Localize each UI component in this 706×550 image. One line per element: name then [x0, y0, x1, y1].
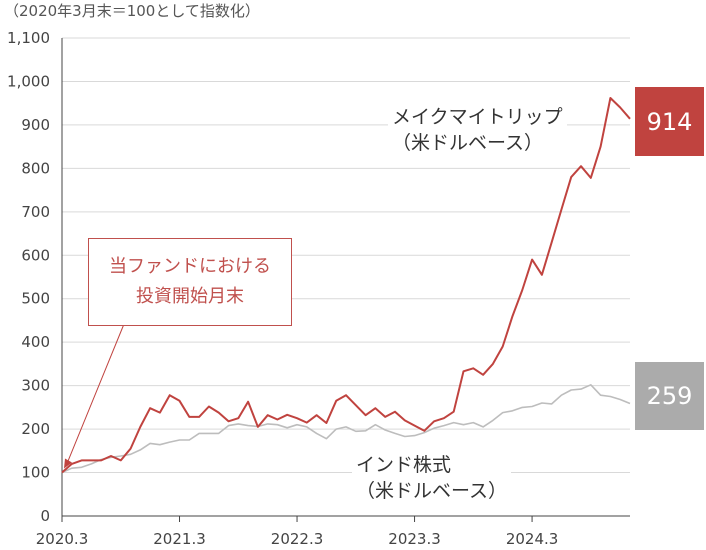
index-end-value-badge: 259 — [635, 362, 704, 430]
annotation-arrow-line — [66, 323, 125, 464]
y-axis: 0 100 200 300 400 500 600 700 800 900 1,000 1,100 — [7, 29, 63, 525]
y-tick-label: 1,100 — [7, 29, 50, 47]
y-tick-label: 900 — [21, 116, 50, 134]
investment-start-annotation: 当ファンドにおける 投資開始月末 — [88, 238, 292, 326]
y-tick-label: 700 — [21, 203, 50, 221]
y-tick-label: 500 — [21, 290, 50, 308]
y-tick-label: 200 — [21, 420, 50, 438]
fund-label-line2: （米ドルベース） — [392, 132, 544, 154]
y-tick-label: 100 — [21, 464, 50, 482]
annotation-arrow-group — [64, 323, 125, 469]
gridlines — [62, 37, 630, 474]
x-tick-label: 2020.3 — [36, 530, 89, 548]
index-label-line1: インド株式 — [356, 454, 452, 476]
annotation-line1: 当ファンドにおける — [109, 256, 271, 277]
index-series-label: インド株式 （米ドルベース） — [352, 452, 512, 504]
x-tick-label: 2021.3 — [153, 530, 206, 548]
y-tick-label: 800 — [21, 159, 50, 177]
fund-end-value-badge: 914 — [635, 87, 704, 156]
index-series-line — [61, 384, 631, 474]
y-tick-label: 400 — [21, 333, 50, 351]
x-tick-label: 2024.3 — [506, 530, 559, 548]
y-tick-label: 1,000 — [7, 72, 50, 90]
index-label-line2: （米ドルベース） — [356, 480, 508, 502]
fund-series-label: メイクマイトリップ （米ドルベース） — [388, 104, 567, 156]
x-tick-label: 2022.3 — [271, 530, 324, 548]
unit-note: （2020年3月末＝100として指数化） — [4, 2, 260, 20]
series-lines — [61, 97, 631, 474]
x-tick-label: 2023.3 — [388, 530, 441, 548]
fund-series-line — [61, 97, 631, 474]
x-axis: 2020.3 2021.3 2022.3 2023.3 2024.3 — [36, 515, 630, 548]
y-tick-label: 600 — [21, 246, 50, 264]
annotation-arrow-head — [64, 458, 72, 469]
y-tick-label: 300 — [21, 377, 50, 395]
y-tick-label: 0 — [40, 507, 50, 525]
annotation-line2: 投資開始月末 — [136, 286, 244, 307]
fund-label-line1: メイクマイトリップ — [392, 106, 563, 128]
